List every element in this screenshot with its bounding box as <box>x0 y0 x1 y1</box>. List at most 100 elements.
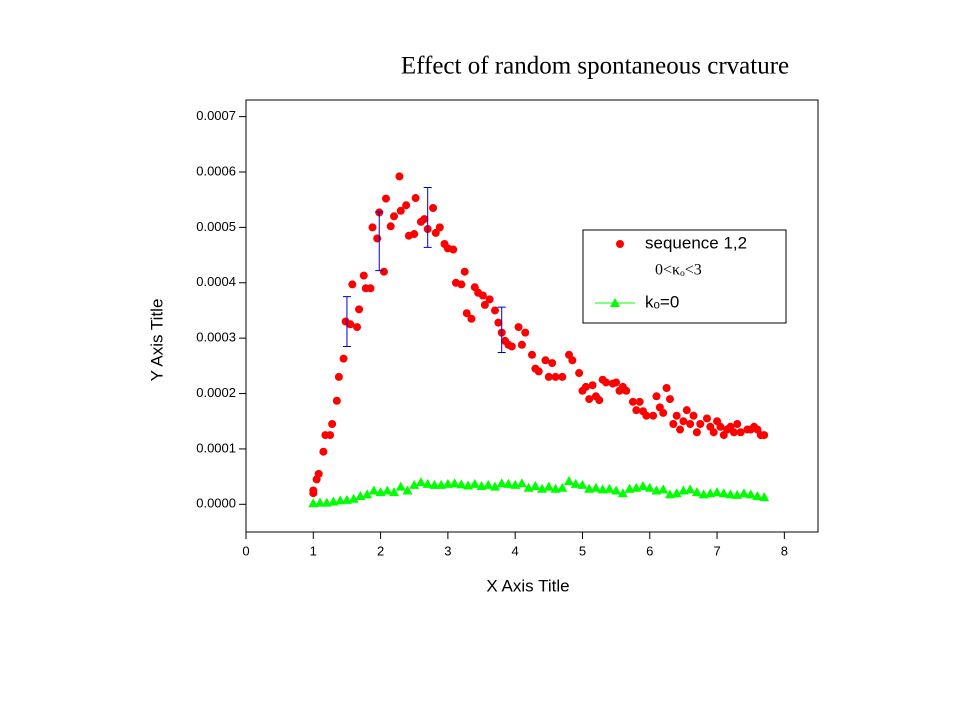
data-point <box>658 484 669 494</box>
data-point <box>314 469 323 478</box>
data-point <box>462 309 471 318</box>
data-point <box>568 356 577 365</box>
data-point <box>395 481 406 491</box>
data-point <box>503 478 514 488</box>
legend-label: kₒ=0 <box>645 292 679 311</box>
data-point <box>517 340 526 349</box>
data-point <box>679 417 688 426</box>
data-point <box>642 411 651 420</box>
data-point <box>469 478 480 488</box>
data-point <box>457 280 466 289</box>
y-tick-label: 0.0006 <box>196 163 236 178</box>
data-point <box>725 489 736 499</box>
data-point <box>612 378 621 387</box>
data-point <box>685 484 696 494</box>
x-tick-label: 8 <box>781 543 788 558</box>
data-point <box>480 300 489 309</box>
data-point <box>534 367 543 376</box>
data-point <box>308 498 319 508</box>
data-point <box>390 212 399 221</box>
data-point <box>415 477 426 487</box>
x-tick-label: 7 <box>713 543 720 558</box>
data-point <box>702 414 711 423</box>
data-point <box>478 291 487 300</box>
data-point <box>386 222 395 231</box>
data-point <box>410 230 419 239</box>
data-point <box>597 484 608 494</box>
y-tick-label: 0.0002 <box>196 385 236 400</box>
data-point <box>611 485 622 495</box>
data-point <box>381 194 390 203</box>
data-point <box>449 245 458 254</box>
x-tick-label: 3 <box>444 543 451 558</box>
data-point <box>564 476 575 486</box>
data-point <box>543 481 554 491</box>
data-point <box>456 479 467 489</box>
data-point <box>665 395 674 404</box>
data-point <box>759 492 770 502</box>
data-point <box>362 489 373 499</box>
data-point <box>628 397 637 406</box>
data-point <box>635 397 644 406</box>
data-point <box>696 420 705 428</box>
data-point <box>644 482 655 492</box>
data-point <box>692 428 701 437</box>
data-point <box>422 478 433 488</box>
data-point <box>689 411 698 420</box>
data-point <box>682 406 691 415</box>
y-tick-label: 0.0005 <box>196 219 236 234</box>
data-point <box>652 392 661 401</box>
data-point <box>595 396 604 405</box>
data-point <box>332 396 341 405</box>
data-point <box>442 478 453 488</box>
data-point <box>489 481 500 491</box>
data-point <box>339 354 348 363</box>
data-point <box>483 479 494 489</box>
data-point <box>326 431 335 440</box>
data-point <box>604 483 615 493</box>
error-bar <box>497 306 506 354</box>
data-point <box>429 479 440 489</box>
data-point <box>334 372 343 381</box>
data-point <box>507 342 516 351</box>
data-point <box>366 284 375 293</box>
data-point <box>672 411 681 420</box>
data-point <box>373 234 382 243</box>
x-tick-label: 4 <box>512 543 519 558</box>
data-point <box>460 267 469 276</box>
data-point <box>319 447 328 456</box>
y-tick-label: 0.0007 <box>196 108 236 123</box>
data-point <box>716 422 725 431</box>
data-point <box>382 485 393 495</box>
data-point <box>577 479 588 489</box>
data-point <box>709 428 718 437</box>
data-point <box>494 318 503 327</box>
data-point <box>315 497 326 507</box>
data-point <box>602 378 611 387</box>
data-point <box>676 425 685 434</box>
legend-marker <box>616 240 624 248</box>
data-point <box>379 267 388 276</box>
x-tick-label: 0 <box>242 543 249 558</box>
data-point <box>346 320 355 329</box>
data-point <box>638 481 649 491</box>
data-point <box>449 478 460 488</box>
x-tick-label: 5 <box>579 543 586 558</box>
data-point <box>752 491 763 500</box>
data-point <box>617 488 628 498</box>
data-point <box>669 420 678 428</box>
data-point <box>590 482 601 492</box>
y-axis-label: Y Axis Title <box>147 299 166 382</box>
data-point <box>348 493 359 503</box>
data-point <box>622 386 631 395</box>
data-point <box>355 305 364 314</box>
legend-marker <box>610 298 620 307</box>
data-point <box>485 295 494 304</box>
data-point <box>575 369 584 378</box>
data-point <box>745 489 756 499</box>
data-point <box>530 481 541 491</box>
data-point <box>588 381 597 390</box>
data-point <box>335 495 346 505</box>
data-point <box>649 411 658 420</box>
